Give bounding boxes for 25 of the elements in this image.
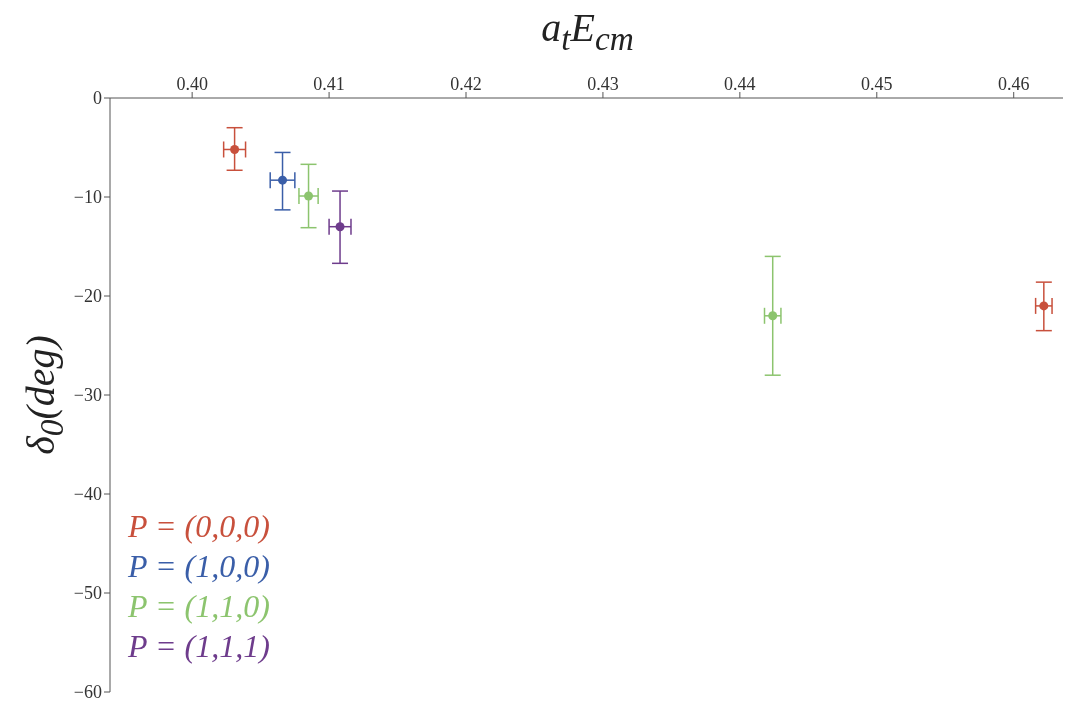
y-tick-label: −60 — [73, 682, 102, 703]
y-tick-label: −50 — [73, 583, 102, 604]
point — [335, 222, 345, 232]
x-tick-label: 0.46 — [997, 74, 1030, 94]
text: P = (1,0,0) — [128, 547, 270, 586]
text: P = (1,1,0) — [128, 587, 270, 626]
x-axis-title: a$_{t}$E$_{cm}$ — [540, 4, 635, 58]
y-tick-label: −30 — [73, 385, 102, 406]
y-tick-label: −40 — [73, 484, 102, 505]
text: P = (1,1,1) — [128, 627, 270, 666]
point — [304, 191, 314, 201]
text: P = (0,0,0) — [128, 507, 270, 546]
y-tick-label: −10 — [73, 187, 102, 208]
x-tick-label: 0.42 — [450, 74, 482, 94]
point — [1039, 301, 1049, 311]
point — [278, 175, 288, 185]
x-tick-label: 0.41 — [313, 74, 345, 94]
x-tick-label: 0.43 — [587, 74, 619, 94]
x-tick-label: 0.44 — [724, 74, 756, 94]
point — [768, 311, 778, 321]
y-tick-label: −20 — [73, 286, 102, 307]
point — [230, 144, 240, 154]
x-tick-label: 0.45 — [861, 74, 893, 94]
y-tick-label: 0 — [93, 88, 102, 109]
x-tick-label: 0.40 — [176, 74, 208, 94]
